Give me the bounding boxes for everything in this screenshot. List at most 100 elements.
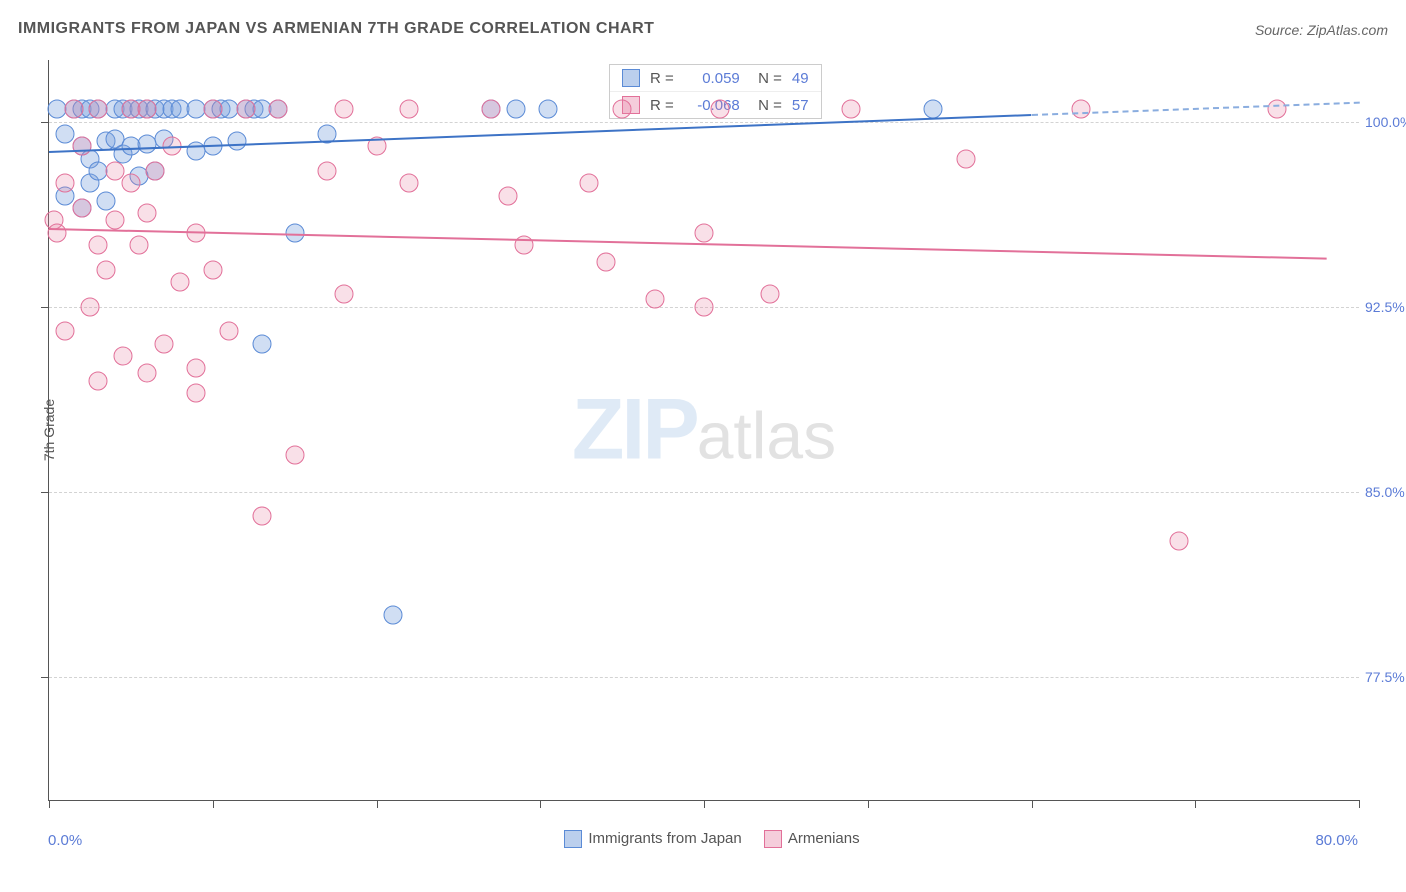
data-point-pink [72,199,91,218]
legend-swatch-pink [764,830,782,848]
data-point-pink [613,100,632,119]
y-tick-label: 85.0% [1365,484,1406,500]
data-point-pink [695,297,714,316]
data-point-pink [89,236,108,255]
stats-row-blue: R = 0.059 N = 49 [610,65,821,91]
data-point-pink [105,211,124,230]
data-point-pink [252,507,271,526]
x-tick [213,800,214,808]
data-point-blue [56,125,75,144]
legend-swatch-blue [564,830,582,848]
data-point-pink [64,100,83,119]
x-tick [868,800,869,808]
data-point-pink [695,223,714,242]
data-point-blue [924,100,943,119]
data-point-pink [171,273,190,292]
y-tick-label: 100.0% [1365,114,1406,130]
y-tick-label: 77.5% [1365,669,1406,685]
legend-label-pink: Armenians [788,830,860,847]
data-point-pink [56,322,75,341]
data-point-pink [130,236,149,255]
y-tick [41,492,49,493]
stats-r-label: R = [650,70,674,87]
y-tick [41,122,49,123]
stats-swatch-blue [622,69,640,87]
y-tick-label: 92.5% [1365,299,1406,315]
y-tick [41,677,49,678]
data-point-pink [318,162,337,181]
gridline [49,122,1359,123]
data-point-pink [400,174,419,193]
data-point-pink [154,334,173,353]
stats-r-blue: 0.059 [684,70,740,87]
watermark-atlas: atlas [697,399,836,473]
data-point-pink [80,297,99,316]
data-point-pink [203,260,222,279]
data-point-pink [48,223,67,242]
data-point-pink [645,290,664,309]
data-point-blue [97,191,116,210]
data-point-pink [138,364,157,383]
trend-line-pink [49,228,1326,260]
data-point-pink [89,100,108,119]
data-point-pink [269,100,288,119]
data-point-pink [236,100,255,119]
data-point-blue [506,100,525,119]
data-point-pink [121,174,140,193]
stats-n-label: N = [750,97,782,114]
x-tick [1032,800,1033,808]
gridline [49,677,1359,678]
chart-container: IMMIGRANTS FROM JAPAN VS ARMENIAN 7TH GR… [0,0,1406,892]
data-point-pink [138,100,157,119]
stats-n-blue: 49 [792,70,809,87]
x-tick [49,800,50,808]
data-point-pink [89,371,108,390]
data-point-pink [285,445,304,464]
x-tick [1195,800,1196,808]
data-point-pink [72,137,91,156]
data-point-pink [580,174,599,193]
data-point-pink [97,260,116,279]
data-point-pink [711,100,730,119]
x-tick [1359,800,1360,808]
stats-n-pink: 57 [792,97,809,114]
data-point-pink [334,285,353,304]
data-point-pink [760,285,779,304]
chart-title: IMMIGRANTS FROM JAPAN VS ARMENIAN 7TH GR… [18,20,654,38]
data-point-pink [498,186,517,205]
data-point-pink [596,253,615,272]
x-tick [377,800,378,808]
data-point-pink [113,347,132,366]
data-point-pink [187,384,206,403]
x-tick [540,800,541,808]
data-point-pink [203,100,222,119]
data-point-pink [482,100,501,119]
legend-label-blue: Immigrants from Japan [588,830,741,847]
stats-n-label: N = [750,70,782,87]
data-point-blue [252,334,271,353]
data-point-pink [842,100,861,119]
y-tick [41,307,49,308]
data-point-pink [56,174,75,193]
watermark: ZIPatlas [572,381,836,480]
x-tick [704,800,705,808]
data-point-blue [383,606,402,625]
stats-r-label: R = [650,97,674,114]
data-point-blue [228,132,247,151]
data-point-blue [539,100,558,119]
data-point-pink [957,149,976,168]
data-point-pink [1071,100,1090,119]
data-point-pink [1169,532,1188,551]
trend-line-blue [49,114,1032,153]
data-point-pink [220,322,239,341]
data-point-pink [105,162,124,181]
gridline [49,492,1359,493]
watermark-zip: ZIP [572,382,697,478]
data-point-pink [334,100,353,119]
bottom-legend: Immigrants from Japan Armenians [0,830,1406,848]
data-point-pink [187,359,206,378]
plot-area: ZIPatlas R = 0.059 N = 49 R = -0.068 N =… [48,60,1359,801]
data-point-pink [146,162,165,181]
data-point-pink [1268,100,1287,119]
source-label: Source: ZipAtlas.com [1255,22,1388,38]
